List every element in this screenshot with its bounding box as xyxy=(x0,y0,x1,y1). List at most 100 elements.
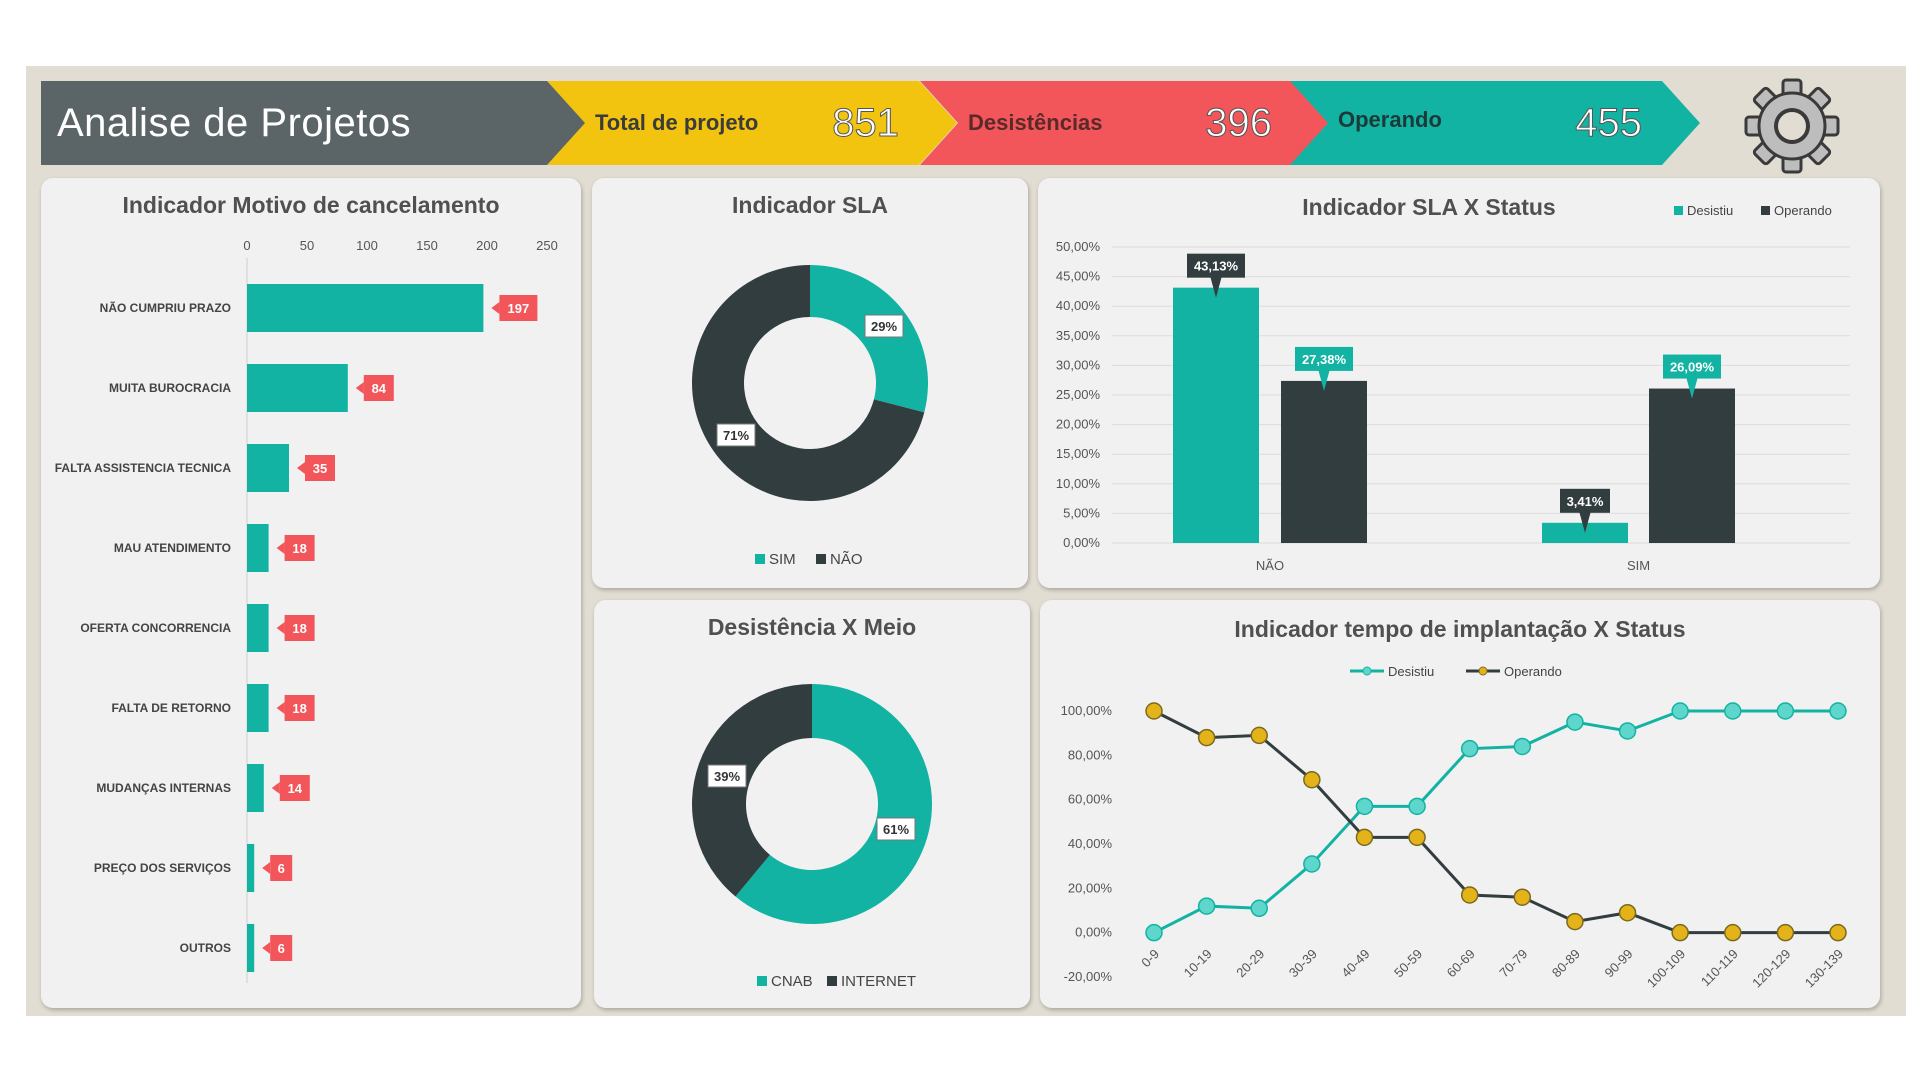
data-label-box xyxy=(363,375,394,401)
legend-swatch xyxy=(755,554,765,564)
data-label-pointer xyxy=(355,382,364,394)
data-point xyxy=(1618,722,1637,740)
chart-sla-status: 50,00% 45,00% 40,00% 35,00% 30,00% 25,00% 20,0… xyxy=(1056,203,1850,573)
data-label-pointer xyxy=(262,942,271,954)
x-tick-label: 130-139 xyxy=(1802,946,1846,990)
chart-title: Indicador tempo de implantação X Status xyxy=(1234,616,1686,642)
data-label-box xyxy=(499,295,538,321)
data-label-box xyxy=(864,314,904,338)
kpi-total-label: Total de projeto xyxy=(595,110,759,135)
kpi-total-projects: Total de projeto 851 xyxy=(547,81,957,165)
legend-swatch xyxy=(1761,206,1770,215)
chart-motivo-cancelamento: 0 50 100 150 200 250 NÃO CUMPRIU PRAZO 197 MUITA… xyxy=(55,238,558,983)
data-point xyxy=(1250,726,1268,745)
x-tick-label: 50 xyxy=(300,238,314,253)
x-tick-label: 150 xyxy=(416,238,438,253)
x-tick-label: NÃO xyxy=(1256,558,1284,573)
data-point xyxy=(1460,886,1479,904)
y-tick-label: 50,00% xyxy=(1056,239,1101,254)
legend-swatch xyxy=(757,976,767,986)
data-point xyxy=(1671,702,1689,720)
x-tick-label: 40-49 xyxy=(1338,946,1372,980)
bar xyxy=(247,924,255,972)
kpi-desistencias: Desistências 396 xyxy=(920,81,1330,165)
x-tick-label: SIM xyxy=(1627,558,1650,573)
data-point xyxy=(1460,739,1479,758)
y-tick-label: 60,00% xyxy=(1068,792,1113,807)
series-line xyxy=(1153,709,1838,935)
bar xyxy=(247,604,269,652)
data-point xyxy=(1513,737,1532,756)
y-tick-label: 100,00% xyxy=(1061,703,1113,718)
category-label: OUTROS xyxy=(180,941,231,955)
gear-icon[interactable] xyxy=(1742,76,1842,176)
gear-ring xyxy=(1757,91,1827,161)
kpi-total-value: 851 xyxy=(832,100,899,145)
data-label: 84 xyxy=(372,381,387,396)
bar xyxy=(247,284,484,332)
data-label-box xyxy=(1663,354,1721,379)
data-label-pointer xyxy=(276,542,285,554)
panel-motivo-cancelamento: Indicador Motivo de cancelamento 0 50 100 1… xyxy=(41,178,581,1008)
legend-label: Desistiu xyxy=(1687,203,1733,218)
data-label-box xyxy=(279,775,310,801)
category-label: MAU ATENDIMENTO xyxy=(114,541,231,555)
legend-marker xyxy=(1478,666,1488,676)
data-point xyxy=(1724,702,1742,720)
data-point xyxy=(1829,923,1847,942)
data-point xyxy=(1566,912,1584,931)
data-label-box xyxy=(1295,346,1353,371)
chart-indicador-sla: 29% 71% SIM NÃO xyxy=(692,265,928,568)
x-tick-label: 110-119 xyxy=(1698,946,1741,989)
data-point xyxy=(1829,702,1847,720)
y-tick-label: 80,00% xyxy=(1068,747,1113,762)
y-tick-label: 40,00% xyxy=(1056,298,1101,313)
data-point xyxy=(1408,797,1426,816)
x-tick-label: 0-9 xyxy=(1138,946,1162,970)
y-tick-label: 10,00% xyxy=(1056,476,1101,491)
legend-label: Operando xyxy=(1774,203,1832,218)
x-tick-label: 70-79 xyxy=(1496,946,1530,980)
data-point xyxy=(1355,828,1374,847)
chart-title: Indicador SLA X Status xyxy=(1302,194,1556,220)
category-label: PREÇO DOS SERVIÇOS xyxy=(94,861,231,875)
data-label: 18 xyxy=(292,701,306,716)
data-label-pointer xyxy=(1210,275,1222,298)
bar xyxy=(1281,380,1367,543)
data-label: 27,38% xyxy=(1302,352,1347,367)
y-tick-label: 20,00% xyxy=(1068,880,1113,895)
data-point xyxy=(1197,728,1216,747)
kpi-operando-value: 455 xyxy=(1575,100,1642,145)
legend-marker xyxy=(1362,666,1372,676)
data-label-box xyxy=(305,455,335,481)
bar xyxy=(1542,522,1628,543)
bar xyxy=(247,444,289,492)
data-point xyxy=(1145,923,1163,942)
legend-swatch xyxy=(816,554,826,564)
data-label-pointer xyxy=(276,702,285,714)
data-label: 18 xyxy=(292,621,306,636)
legend-swatch xyxy=(1674,206,1683,215)
data-label-pointer xyxy=(276,622,285,634)
chart-tempo-implantacao: 100,00% 80,00% 60,00% 40,00% 20,00% 0,00% -20,… xyxy=(1061,664,1847,991)
x-tick-label: 100-109 xyxy=(1644,946,1688,990)
bar xyxy=(1173,287,1259,543)
legend-label: SIM xyxy=(769,551,796,568)
category-label: NÃO CUMPRIU PRAZO xyxy=(100,300,231,315)
data-label: 61% xyxy=(883,822,909,837)
dashboard-title: Analise de Projetos xyxy=(57,100,412,145)
chart-desistencia-meio: 61% 39% CNAB INTERNET xyxy=(692,684,932,990)
panel-tempo-implantacao: Indicador tempo de implantação X Status … xyxy=(1040,600,1880,1008)
data-label: 6 xyxy=(278,941,285,956)
data-label-box xyxy=(270,935,293,961)
bar xyxy=(247,684,269,732)
chart-title: Indicador Motivo de cancelamento xyxy=(122,192,500,218)
data-point xyxy=(1197,897,1216,915)
data-label: 35 xyxy=(313,461,327,476)
data-label-box xyxy=(716,423,756,447)
data-label-pointer xyxy=(262,862,271,874)
category-label: MUITA BUROCRACIA xyxy=(109,381,231,395)
y-tick-label: -20,00% xyxy=(1064,969,1113,984)
x-tick-label: 250 xyxy=(536,238,558,253)
category-label: OFERTA CONCORRENCIA xyxy=(80,621,231,635)
